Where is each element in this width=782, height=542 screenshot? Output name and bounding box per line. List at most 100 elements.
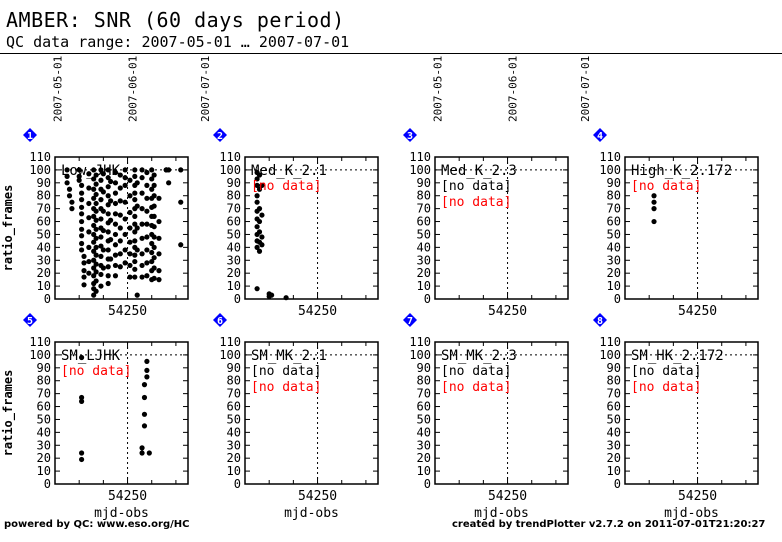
y-tick-label: 70 xyxy=(417,202,431,216)
data-point xyxy=(79,450,85,456)
y-tick-label: 80 xyxy=(227,189,241,203)
data-point xyxy=(108,198,114,204)
date-tick-label: 2007-07-01 xyxy=(199,56,212,122)
y-tick-label: 40 xyxy=(227,425,241,439)
panel-badge-icon xyxy=(593,313,607,327)
data-point xyxy=(93,172,99,178)
data-point xyxy=(86,244,92,250)
y-tick-label: 80 xyxy=(37,189,51,203)
data-point xyxy=(122,260,128,266)
data-point xyxy=(105,167,111,173)
data-point xyxy=(64,173,70,179)
data-point xyxy=(151,213,157,219)
y-tick-label: 110 xyxy=(409,150,431,164)
data-point xyxy=(79,247,85,253)
data-point xyxy=(256,206,263,212)
panel-badge-label: 7 xyxy=(407,316,413,327)
data-point xyxy=(139,190,145,196)
y-tick-label: 90 xyxy=(227,176,241,190)
data-point xyxy=(91,231,97,238)
data-point xyxy=(134,292,140,298)
data-point xyxy=(651,206,657,212)
data-point xyxy=(93,200,99,207)
y-tick-label: 30 xyxy=(227,253,241,267)
no-data-label: [no data] xyxy=(441,364,511,379)
data-point xyxy=(256,229,263,235)
y-tick-label: 60 xyxy=(417,215,431,229)
x-tick-label: 54250 xyxy=(298,489,337,504)
data-point xyxy=(91,265,97,271)
data-point xyxy=(93,226,99,232)
data-point xyxy=(127,177,133,183)
data-point xyxy=(139,221,145,227)
data-point xyxy=(91,292,97,298)
panel-badge-icon xyxy=(213,313,227,327)
data-point xyxy=(100,208,106,214)
data-point xyxy=(81,260,87,266)
data-point xyxy=(91,176,97,182)
data-point xyxy=(132,252,138,258)
y-tick-label: 30 xyxy=(227,438,241,452)
panel-label: SM_HK_2.172 xyxy=(631,348,724,364)
data-point xyxy=(156,268,162,274)
data-point xyxy=(91,167,97,173)
data-point xyxy=(105,273,111,279)
data-point xyxy=(117,251,123,257)
y-tick-label: 100 xyxy=(219,348,241,362)
data-point xyxy=(81,274,87,280)
data-point xyxy=(151,255,157,261)
data-point xyxy=(122,199,128,205)
y-tick-label: 110 xyxy=(219,335,241,349)
y-tick-label: 80 xyxy=(607,374,621,388)
data-point xyxy=(79,182,85,188)
data-point xyxy=(254,193,260,199)
y-tick-label: 30 xyxy=(37,438,51,452)
data-point xyxy=(76,173,82,179)
data-point xyxy=(134,180,140,186)
data-point xyxy=(144,273,150,279)
data-point xyxy=(79,240,85,247)
data-point xyxy=(254,182,260,188)
y-tick-label: 30 xyxy=(607,438,621,452)
data-point xyxy=(122,167,128,173)
data-point xyxy=(93,235,99,241)
data-point xyxy=(86,258,92,265)
data-point xyxy=(86,185,92,191)
data-point xyxy=(132,173,138,179)
data-point xyxy=(651,218,657,225)
y-tick-label: 100 xyxy=(599,163,621,177)
y-tick-label: 90 xyxy=(417,176,431,190)
y-tick-label: 0 xyxy=(424,477,431,491)
y-tick-label: 0 xyxy=(234,292,241,306)
no-data-label: [no data] xyxy=(251,380,321,395)
y-tick-label: 80 xyxy=(227,374,241,388)
y-tick-label: 30 xyxy=(417,438,431,452)
y-tick-label: 90 xyxy=(607,176,621,190)
data-point xyxy=(69,206,75,212)
y-tick-label: 0 xyxy=(44,477,51,491)
data-point xyxy=(256,248,263,254)
data-point xyxy=(149,186,155,192)
y-tick-label: 70 xyxy=(607,202,621,216)
data-point xyxy=(134,247,140,253)
panel-7 xyxy=(403,313,569,485)
y-tick-label: 0 xyxy=(44,292,51,306)
data-point xyxy=(117,198,123,204)
y-tick-label: 0 xyxy=(614,477,621,491)
data-point xyxy=(256,218,263,225)
panel-badge-label: 8 xyxy=(597,316,603,327)
data-point xyxy=(93,191,99,198)
panel-badge-icon xyxy=(213,128,227,142)
data-point xyxy=(91,257,97,263)
y-tick-label: 30 xyxy=(417,253,431,267)
data-point xyxy=(79,354,85,361)
data-point xyxy=(151,234,157,240)
data-point xyxy=(112,180,119,186)
y-tick-label: 60 xyxy=(37,215,51,229)
panel-label: SM_MK_2.1 xyxy=(251,348,327,364)
data-point xyxy=(93,261,99,267)
data-point xyxy=(132,190,138,196)
panel-badge-label: 1 xyxy=(27,131,33,142)
data-point xyxy=(79,394,85,401)
data-point xyxy=(91,248,97,254)
